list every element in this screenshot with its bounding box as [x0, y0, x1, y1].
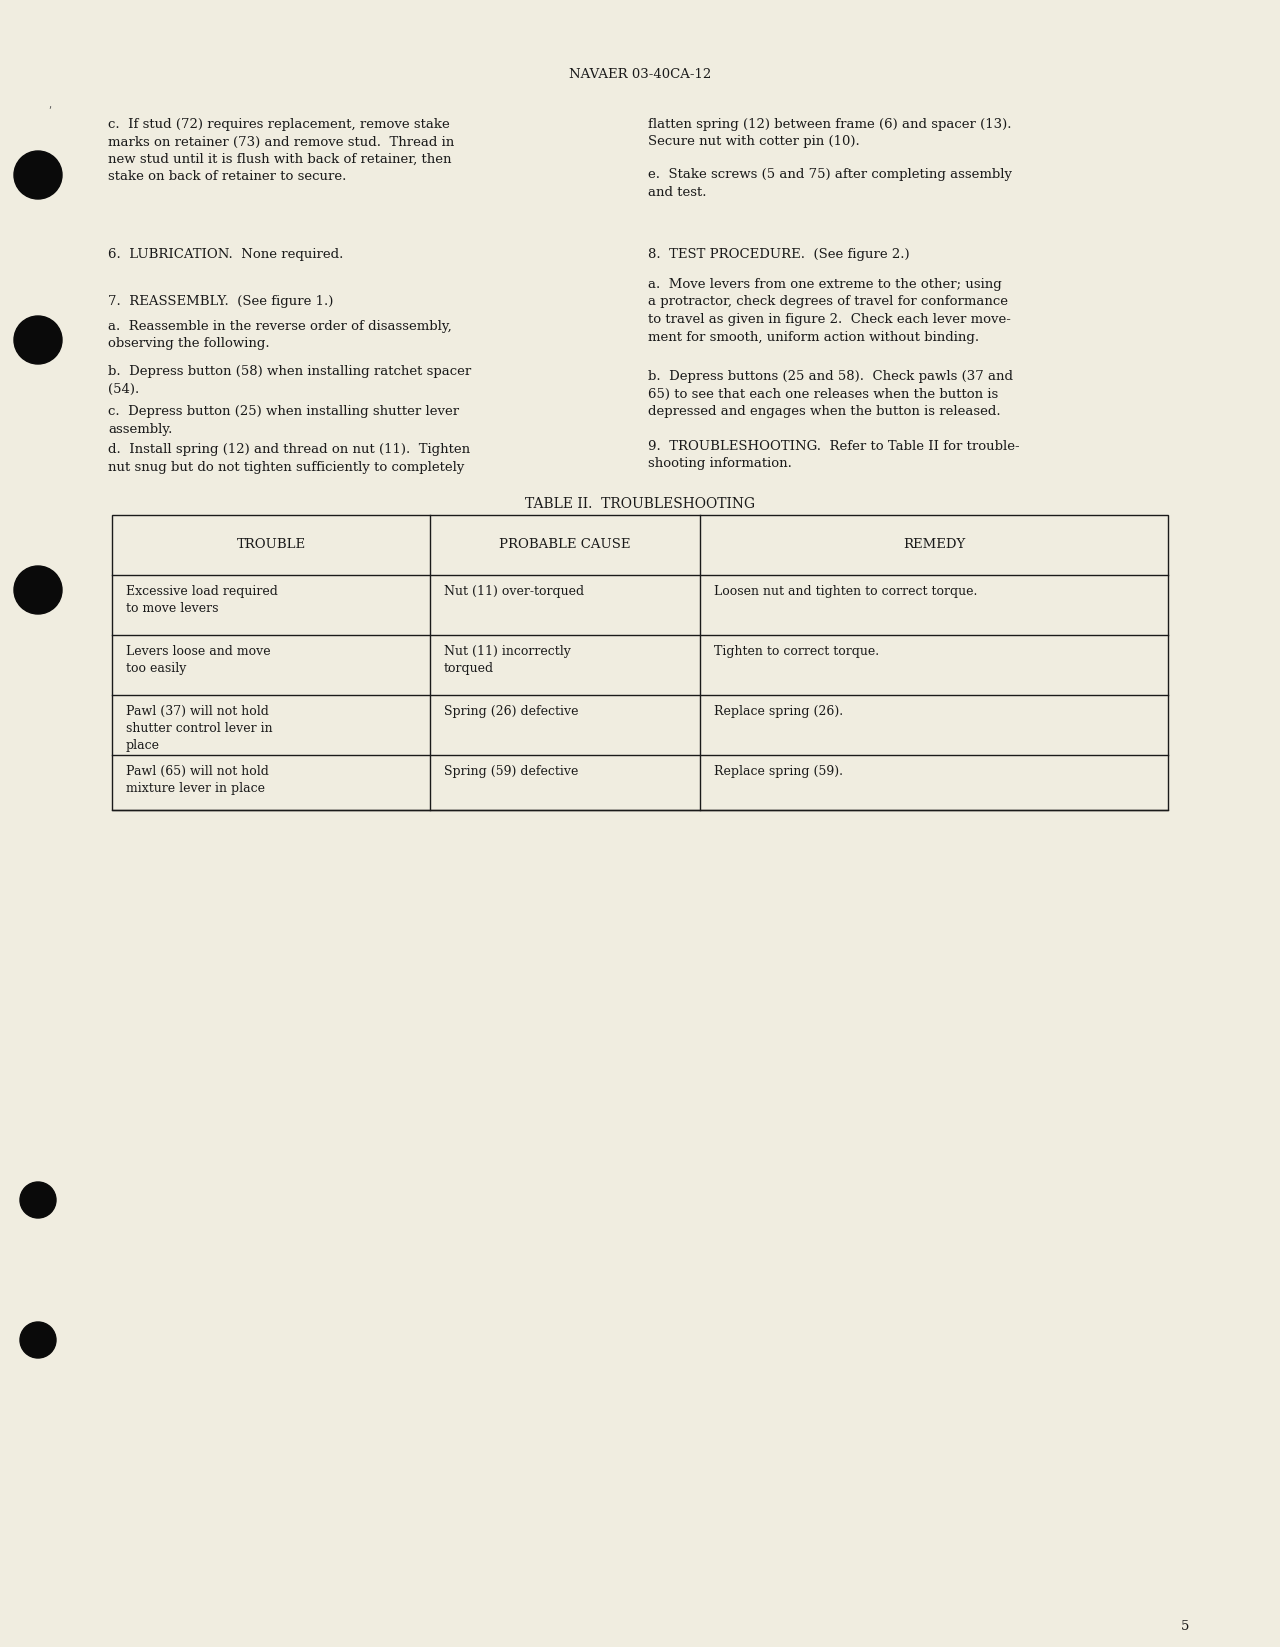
Text: Nut (11) incorrectly
torqued: Nut (11) incorrectly torqued: [444, 646, 571, 675]
Text: REMEDY: REMEDY: [902, 539, 965, 552]
Text: Excessive load required
to move levers: Excessive load required to move levers: [125, 585, 278, 614]
Text: d.  Install spring (12) and thread on nut (11).  Tighten
nut snug but do not tig: d. Install spring (12) and thread on nut…: [108, 443, 470, 473]
Text: PROBABLE CAUSE: PROBABLE CAUSE: [499, 539, 631, 552]
Text: c.  If stud (72) requires replacement, remove stake
marks on retainer (73) and r: c. If stud (72) requires replacement, re…: [108, 119, 454, 183]
Bar: [113, 516, 1169, 810]
Text: TROUBLE: TROUBLE: [237, 539, 306, 552]
Text: 7.  REASSEMBLY.  (See figure 1.): 7. REASSEMBLY. (See figure 1.): [108, 295, 333, 308]
Circle shape: [14, 316, 61, 364]
Text: Spring (59) defective: Spring (59) defective: [444, 764, 579, 777]
Text: b.  Depress buttons (25 and 58).  Check pawls (37 and
65) to see that each one r: b. Depress buttons (25 and 58). Check pa…: [648, 371, 1012, 418]
Text: flatten spring (12) between frame (6) and spacer (13).
Secure nut with cotter pi: flatten spring (12) between frame (6) an…: [648, 119, 1011, 148]
Circle shape: [14, 152, 61, 199]
Text: Loosen nut and tighten to correct torque.: Loosen nut and tighten to correct torque…: [714, 585, 978, 598]
Text: Replace spring (26).: Replace spring (26).: [714, 705, 844, 718]
Text: NAVAER 03-40CA-12: NAVAER 03-40CA-12: [568, 68, 712, 81]
Text: 5: 5: [1181, 1621, 1189, 1632]
Text: c.  Depress button (25) when installing shutter lever
assembly.: c. Depress button (25) when installing s…: [108, 405, 460, 435]
Text: a.  Move levers from one extreme to the other; using
a protractor, check degrees: a. Move levers from one extreme to the o…: [648, 278, 1011, 344]
Text: e.  Stake screws (5 and 75) after completing assembly
and test.: e. Stake screws (5 and 75) after complet…: [648, 168, 1012, 199]
Text: b.  Depress button (58) when installing ratchet spacer
(54).: b. Depress button (58) when installing r…: [108, 366, 471, 395]
Text: TABLE II.  TROUBLESHOOTING: TABLE II. TROUBLESHOOTING: [525, 497, 755, 511]
Text: Pawl (37) will not hold
shutter control lever in
place: Pawl (37) will not hold shutter control …: [125, 705, 273, 753]
Text: Replace spring (59).: Replace spring (59).: [714, 764, 844, 777]
Text: 8.  TEST PROCEDURE.  (See figure 2.): 8. TEST PROCEDURE. (See figure 2.): [648, 249, 910, 260]
Text: Nut (11) over-torqued: Nut (11) over-torqued: [444, 585, 584, 598]
Text: Spring (26) defective: Spring (26) defective: [444, 705, 579, 718]
Circle shape: [20, 1183, 56, 1219]
Circle shape: [14, 567, 61, 614]
Text: Levers loose and move
too easily: Levers loose and move too easily: [125, 646, 270, 675]
Circle shape: [20, 1323, 56, 1359]
Text: 6.  LUBRICATION.  None required.: 6. LUBRICATION. None required.: [108, 249, 343, 260]
Text: Pawl (65) will not hold
mixture lever in place: Pawl (65) will not hold mixture lever in…: [125, 764, 269, 796]
Text: 9.  TROUBLESHOOTING.  Refer to Table II for trouble-
shooting information.: 9. TROUBLESHOOTING. Refer to Table II fo…: [648, 440, 1020, 471]
Text: a.  Reassemble in the reverse order of disassembly,
observing the following.: a. Reassemble in the reverse order of di…: [108, 320, 452, 351]
Text: Tighten to correct torque.: Tighten to correct torque.: [714, 646, 879, 659]
Text: ,: ,: [49, 100, 51, 110]
